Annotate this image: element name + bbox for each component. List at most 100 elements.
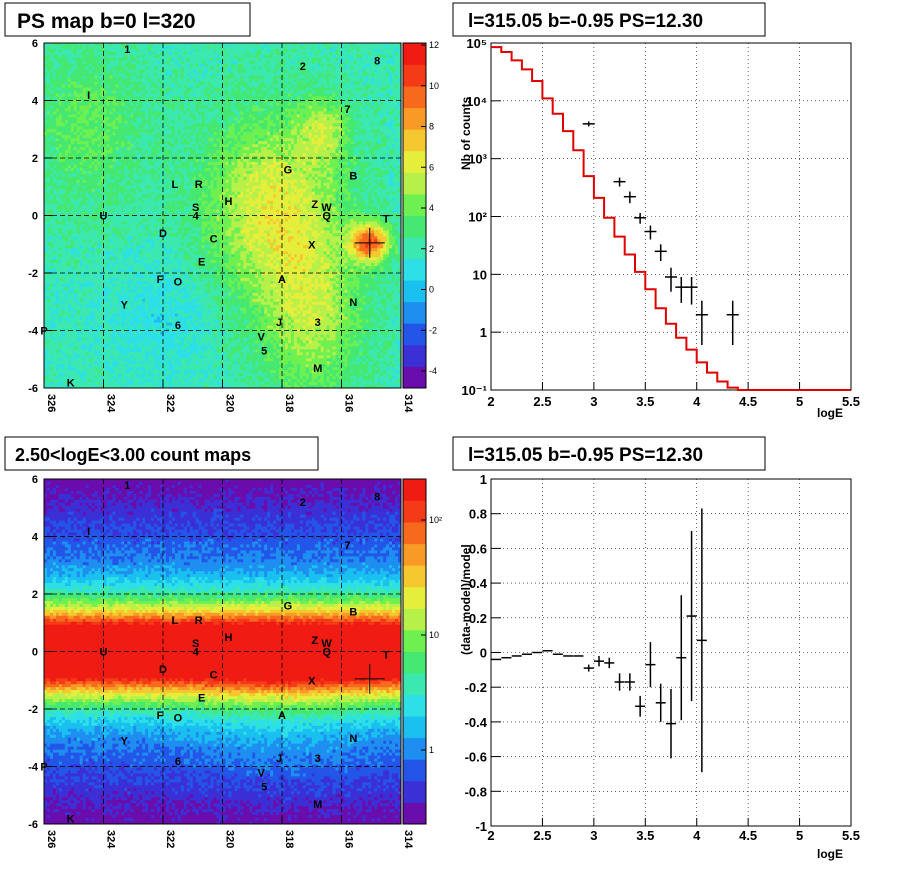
map-pixel [211,108,214,111]
map-pixel [133,61,136,64]
map-pixel [336,123,339,126]
map-pixel [62,147,65,150]
map-pixel [300,73,303,76]
map-pixel [383,102,386,105]
map-pixel [365,94,368,97]
map-pixel [208,97,211,100]
map-pixel [80,141,83,144]
map-pixel [228,120,231,123]
map-pixel [136,162,139,165]
map-pixel [246,67,249,70]
map-pixel [362,162,365,165]
map-pixel [175,108,178,111]
map-pixel [255,153,258,156]
map-pixel [142,159,145,162]
map-pixel [121,111,124,114]
map-pixel [154,46,157,49]
map-pixel [291,123,294,126]
map-pixel [181,79,184,82]
map-pixel [95,79,98,82]
map-pixel [240,126,243,129]
map-pixel [309,111,312,114]
map-pixel [112,126,115,129]
map-pixel [267,120,270,123]
map-pixel [249,105,252,108]
map-pixel [56,114,59,117]
map-pixel [175,165,178,168]
map-pixel [362,120,365,123]
map-pixel [86,46,89,49]
map-pixel [342,52,345,55]
map-pixel [237,55,240,58]
map-pixel [344,64,347,67]
map-pixel [246,100,249,103]
map-pixel [154,159,157,162]
map-pixel [211,82,214,85]
map-pixel [187,120,190,123]
map-pixel [395,100,398,103]
map-pixel [163,120,166,123]
map-pixel [86,52,89,55]
map-pixel [371,111,374,114]
map-pixel [139,132,142,135]
map-pixel [71,61,74,64]
map-pixel [392,46,395,49]
map-pixel [252,153,255,156]
map-pixel [303,79,306,82]
map-pixel [225,135,228,138]
map-pixel [65,91,68,94]
map-pixel [365,97,368,100]
map-pixel [86,108,89,111]
map-pixel [234,126,237,129]
map-pixel [347,76,350,79]
map-pixel [208,52,211,55]
map-pixel [169,114,172,117]
map-pixel [205,46,208,49]
map-pixel [303,94,306,97]
map-pixel [56,165,59,168]
map-pixel [353,114,356,117]
map-pixel [234,64,237,67]
map-pixel [371,49,374,52]
map-pixel [336,100,339,103]
map-pixel [196,67,199,70]
map-pixel [297,52,300,55]
map-pixel [270,114,273,117]
map-pixel [223,73,226,76]
map-pixel [282,52,285,55]
map-pixel [130,91,133,94]
map-pixel [101,64,104,67]
map-pixel [148,64,151,67]
map-pixel [282,79,285,82]
map-pixel [291,88,294,91]
map-pixel [246,132,249,135]
map-pixel [228,159,231,162]
map-pixel [217,85,220,88]
map-pixel [106,108,109,111]
map-pixel [136,97,139,100]
map-pixel [130,141,133,144]
map-pixel [166,120,169,123]
map-pixel [231,120,234,123]
map-pixel [362,67,365,70]
map-pixel [136,70,139,73]
map-pixel [53,55,56,58]
map-pixel [258,117,261,120]
map-pixel [205,91,208,94]
map-pixel [154,108,157,111]
map-pixel [175,88,178,91]
map-pixel [130,58,133,61]
map-pixel [392,153,395,156]
map-pixel [231,153,234,156]
map-pixel [300,76,303,79]
map-pixel [118,79,121,82]
map-pixel [154,147,157,150]
map-pixel [228,162,231,165]
map-pixel [321,82,324,85]
map-pixel [243,43,246,46]
map-pixel [211,85,214,88]
map-pixel [267,79,270,82]
map-pixel [211,153,214,156]
map-pixel [80,49,83,52]
map-pixel [172,141,175,144]
